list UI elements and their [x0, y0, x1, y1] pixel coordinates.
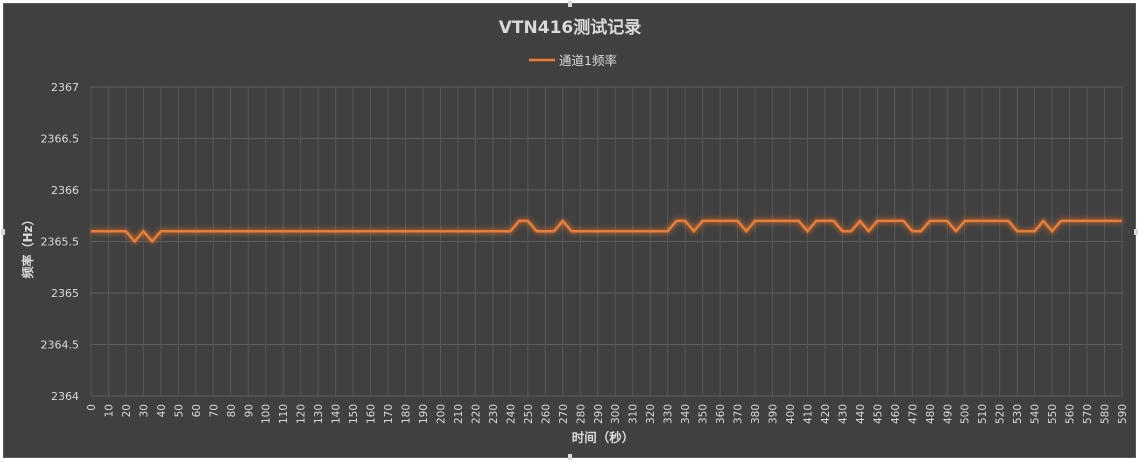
x-tick-label: 250: [523, 404, 535, 424]
gridlines: [90, 86, 1123, 397]
x-tick-label: 550: [1047, 404, 1059, 424]
x-tick-label: 540: [1030, 404, 1042, 424]
x-tick-label: 480: [925, 404, 937, 424]
x-tick-label: 570: [1082, 404, 1094, 424]
legend-label: 通道1频率: [559, 53, 617, 68]
line-chart: VTN416测试记录 通道1频率 23642364.523652365.5236…: [20, 17, 1129, 445]
x-tick-label: 90: [243, 404, 255, 417]
x-tick-label: 190: [418, 404, 430, 424]
x-tick-label: 120: [296, 404, 308, 424]
resize-handle-right[interactable]: [1134, 229, 1138, 235]
x-tick-label: 450: [872, 404, 884, 424]
y-tick-label: 2366: [51, 184, 79, 197]
x-tick-label: 380: [750, 404, 762, 424]
x-tick-label: 470: [907, 404, 919, 424]
x-tick-label: 40: [156, 404, 168, 417]
x-tick-label: 180: [401, 404, 413, 424]
series-line: [91, 218, 1122, 244]
x-tick-label: 230: [488, 404, 500, 424]
x-tick-label: 30: [138, 404, 150, 417]
x-tick-label: 80: [226, 404, 238, 417]
x-tick-label: 240: [505, 404, 517, 424]
x-tick-label: 500: [960, 404, 972, 424]
x-tick-label: 170: [383, 404, 395, 424]
x-tick-label: 10: [103, 404, 115, 417]
x-tick-label: 410: [802, 404, 814, 424]
x-tick-label: 140: [331, 404, 343, 424]
x-tick-label: 520: [995, 404, 1007, 424]
x-tick-label: 150: [348, 404, 360, 424]
x-tick-label: 440: [855, 404, 867, 424]
chart-title: VTN416测试记录: [499, 17, 641, 38]
x-tick-label: 460: [890, 404, 902, 424]
x-tick-label: 200: [435, 404, 447, 424]
x-tick-label: 20: [121, 404, 133, 417]
x-tick-label: 220: [470, 404, 482, 424]
y-tick-label: 2364.5: [41, 339, 80, 352]
x-tick-label: 0: [86, 404, 98, 411]
x-tick-label: 320: [645, 404, 657, 424]
legend: 通道1频率: [529, 53, 617, 68]
y-tick-label: 2365.5: [41, 236, 80, 249]
x-tick-label: 400: [785, 404, 797, 424]
x-tick-label: 60: [191, 404, 203, 417]
x-axis-label: 时间（秒）: [572, 430, 635, 445]
series-layer: [91, 218, 1122, 244]
x-tick-label: 330: [663, 404, 675, 424]
x-tick-label: 110: [278, 404, 290, 424]
x-tick-label: 270: [558, 404, 570, 424]
y-tick-label: 2366.5: [41, 133, 80, 146]
x-tick-label: 50: [173, 404, 185, 417]
x-tick-label: 210: [453, 404, 465, 424]
x-tick-label: 100: [261, 404, 273, 424]
x-tick-label: 310: [628, 404, 640, 424]
x-tick-label: 280: [575, 404, 587, 424]
x-tick-label: 510: [977, 404, 989, 424]
x-tick-label: 590: [1117, 404, 1129, 424]
resize-handle-bottom[interactable]: [568, 454, 572, 460]
x-tick-label: 260: [540, 404, 552, 424]
x-tick-label: 130: [313, 404, 325, 424]
x-tick-label: 580: [1100, 404, 1112, 424]
x-tick-label: 420: [820, 404, 832, 424]
x-tick-label: 490: [942, 404, 954, 424]
y-axis-label: 频率（Hz）: [20, 213, 35, 278]
x-tick-label: 560: [1065, 404, 1077, 424]
x-axis: 0 10 20 30 40 50 60 70 80 90 100 110 120 130 140 150 160…: [86, 404, 1129, 424]
x-tick-label: 290: [593, 404, 605, 424]
x-tick-label: 430: [837, 404, 849, 424]
x-tick-label: 360: [715, 404, 727, 424]
x-tick-label: 160: [366, 404, 378, 424]
x-tick-label: 340: [680, 404, 692, 424]
resize-handle-top[interactable]: [568, 1, 572, 7]
x-tick-label: 370: [733, 404, 745, 424]
x-tick-label: 70: [208, 404, 220, 417]
x-tick-label: 300: [610, 404, 622, 424]
y-tick-label: 2367: [51, 81, 79, 94]
x-tick-label: 530: [1012, 404, 1024, 424]
y-tick-label: 2364: [51, 390, 79, 403]
x-tick-label: 350: [698, 404, 710, 424]
resize-handle-left[interactable]: [1, 229, 5, 235]
y-tick-label: 2365: [51, 287, 79, 300]
x-tick-label: 390: [768, 404, 780, 424]
y-axis: 2364 2364.5 2365 2365.5 2366 2366.5 2367: [41, 81, 80, 403]
